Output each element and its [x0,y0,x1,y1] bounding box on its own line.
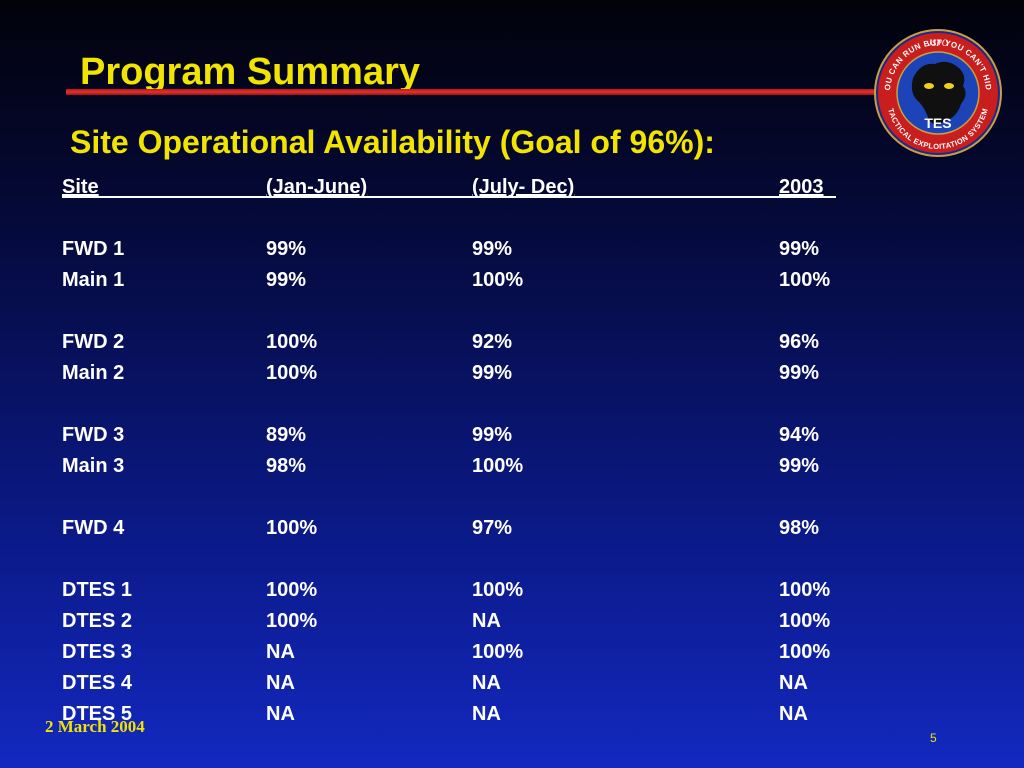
year-2003-cell: 100% [779,641,831,663]
table-row: Main 1 99% 100% 100% [62,265,862,296]
jan-june-cell: 100% [266,579,318,601]
site-cell: FWD 3 [62,424,125,446]
jan-june-cell: NA [266,641,295,663]
footer-date: 2 March 2004 [45,717,145,736]
jan-june-cell: NA [266,672,295,694]
table-row: DTES 2 100% NA 100% [62,606,862,637]
year-2003-cell: NA [779,703,808,725]
site-cell: Main 2 [62,362,125,384]
july-dec-cell: 100% [472,579,524,601]
jan-june-cell: 98% [266,455,307,477]
july-dec-cell: 92% [472,331,513,353]
group-spacer [62,389,862,420]
year-2003-cell: NA [779,672,808,694]
jan-june-cell: 100% [266,362,318,384]
table-row: DTES 3 NA 100% 100% [62,637,862,668]
table-body: FWD 1 99% 99% 99% Main 1 99% 100% 100% FWD 2 100%… [62,203,862,730]
header-site: Site [62,176,99,198]
july-dec-cell: NA [472,610,501,632]
site-cell: DTES 3 [62,641,133,663]
table-row: DTES 4 NA NA NA [62,668,862,699]
logo-top-text: JSPO [928,38,949,48]
year-2003-cell: 100% [779,269,831,291]
july-dec-cell: NA [472,672,501,694]
header-2003: 2003 [779,176,824,198]
table-row: Main 2 100% 99% 99% [62,358,862,389]
header-july-dec: (July- Dec) [472,176,575,198]
site-cell: DTES 5 [62,703,133,725]
group-spacer [62,203,862,234]
year-2003-cell: 100% [779,610,831,632]
slide-title: Program Summary [80,51,421,93]
site-cell: Main 1 [62,269,125,291]
table-row: Main 3 98% 100% 99% [62,451,862,482]
page-number: 5 [930,731,937,745]
table-row: DTES 5 NA NA NA [62,699,862,730]
jan-june-cell: 100% [266,610,318,632]
july-dec-cell: 99% [472,424,513,446]
site-cell: FWD 4 [62,517,125,539]
group-spacer [62,544,862,575]
july-dec-cell: 97% [472,517,513,539]
table-header-row: Site (Jan-June) (July- Dec) 2003 [62,172,862,203]
year-2003-cell: 100% [779,579,831,601]
table-row: FWD 3 89% 99% 94% [62,420,862,451]
year-2003-cell: 99% [779,455,820,477]
logo-center-text: TES [924,115,951,131]
jan-june-cell: 89% [266,424,307,446]
year-2003-cell: 99% [779,362,820,384]
title-underline-rule [66,89,876,95]
table-row: FWD 4 100% 97% 98% [62,513,862,544]
july-dec-cell: NA [472,703,501,725]
site-cell: Main 3 [62,455,125,477]
jan-june-cell: 99% [266,238,307,260]
table-row: FWD 2 100% 92% 96% [62,327,862,358]
group-spacer [62,296,862,327]
slide-subtitle: Site Operational Availability (Goal of 9… [70,124,715,160]
july-dec-cell: 99% [472,238,513,260]
jan-june-cell: NA [266,703,295,725]
site-cell: FWD 2 [62,331,125,353]
jan-june-cell: 100% [266,517,318,539]
jan-june-cell: 100% [266,331,318,353]
header-underline [62,196,836,198]
table-row: DTES 1 100% 100% 100% [62,575,862,606]
table-row: FWD 1 99% 99% 99% [62,234,862,265]
site-cell: DTES 2 [62,610,133,632]
year-2003-cell: 96% [779,331,820,353]
year-2003-cell: 94% [779,424,820,446]
header-jan-june: (Jan-June) [266,176,368,198]
july-dec-cell: 100% [472,641,524,663]
site-cell: FWD 1 [62,238,125,260]
year-2003-cell: 98% [779,517,820,539]
july-dec-cell: 99% [472,362,513,384]
site-cell: DTES 4 [62,672,133,694]
jan-june-cell: 99% [266,269,307,291]
availability-table: Site (Jan-June) (July- Dec) 2003 FWD 1 99… [62,172,862,730]
site-cell: DTES 1 [62,579,133,601]
tes-emblem-icon: JSPO YOU CAN RUN BUT YOU CAN'T HIDE TACT… [873,28,1002,157]
july-dec-cell: 100% [472,455,524,477]
july-dec-cell: 100% [472,269,524,291]
group-spacer [62,482,862,513]
year-2003-cell: 99% [779,238,820,260]
